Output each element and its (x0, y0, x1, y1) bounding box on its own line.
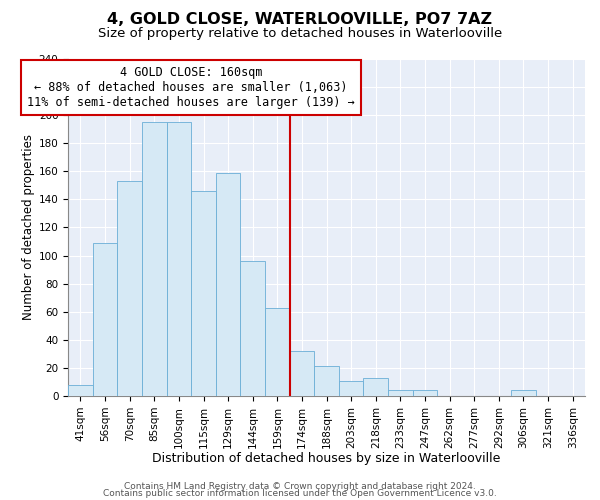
Bar (216, 172, 241, 396)
Bar (265, 308, 290, 396)
Text: Size of property relative to detached houses in Waterlooville: Size of property relative to detached ho… (98, 28, 502, 40)
Bar (364, 378, 388, 396)
Bar (511, 390, 536, 396)
Bar (388, 390, 413, 396)
Text: 4, GOLD CLOSE, WATERLOOVILLE, PO7 7AZ: 4, GOLD CLOSE, WATERLOOVILLE, PO7 7AZ (107, 12, 493, 28)
Bar (290, 351, 314, 396)
Bar (93, 243, 118, 396)
Text: Contains public sector information licensed under the Open Government Licence v3: Contains public sector information licen… (103, 490, 497, 498)
Y-axis label: Number of detached properties: Number of detached properties (22, 134, 35, 320)
Bar (339, 380, 364, 396)
Bar (413, 390, 437, 396)
Bar (191, 191, 216, 396)
Bar (118, 181, 142, 396)
Bar (241, 261, 265, 396)
X-axis label: Distribution of detached houses by size in Waterlooville: Distribution of detached houses by size … (152, 452, 501, 465)
Bar (68, 385, 93, 396)
Bar (167, 122, 191, 396)
Text: Contains HM Land Registry data © Crown copyright and database right 2024.: Contains HM Land Registry data © Crown c… (124, 482, 476, 491)
Text: 4 GOLD CLOSE: 160sqm
← 88% of detached houses are smaller (1,063)
11% of semi-de: 4 GOLD CLOSE: 160sqm ← 88% of detached h… (28, 66, 355, 109)
Bar (142, 122, 167, 396)
Bar (314, 366, 339, 396)
